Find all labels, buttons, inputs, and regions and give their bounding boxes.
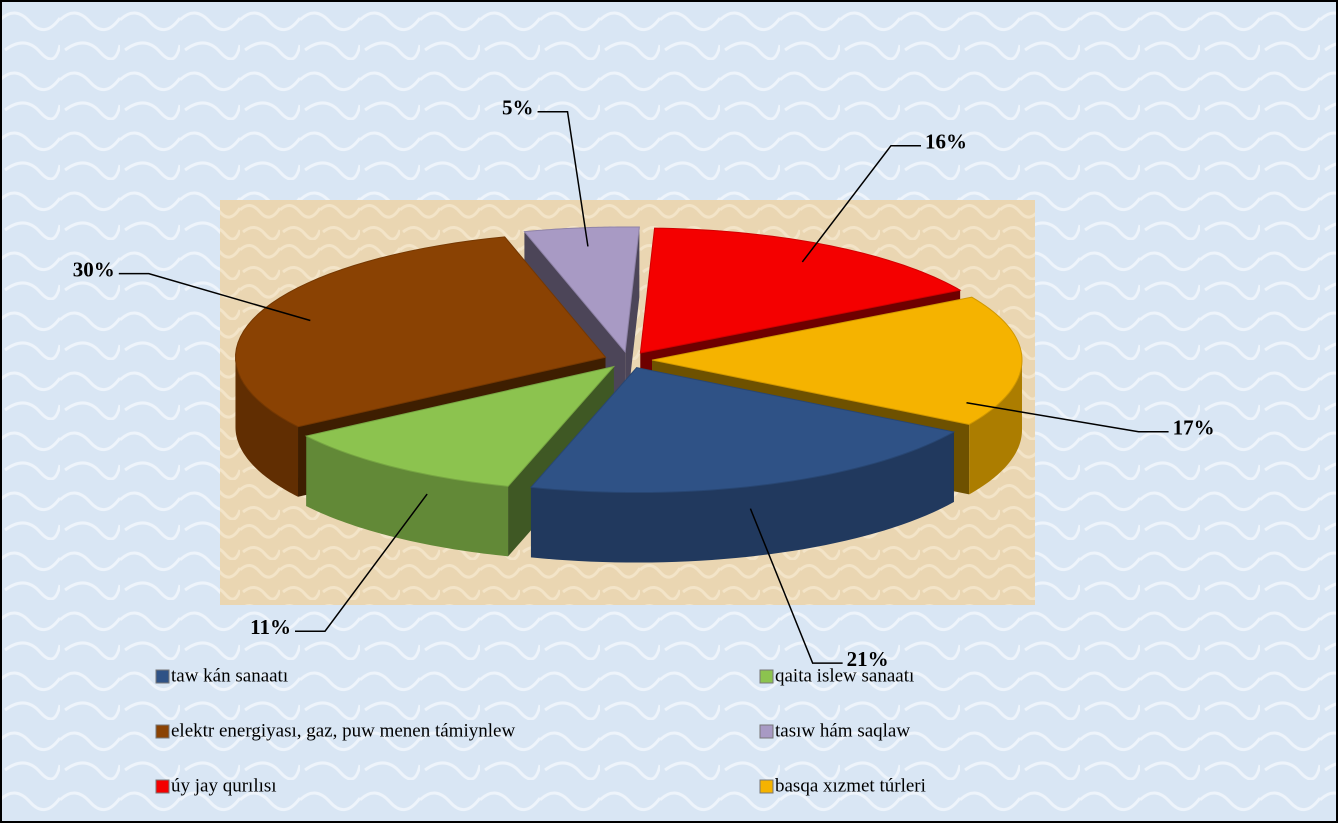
legend: taw kán sanaatı qaita islew sanaatı elektr… — [155, 665, 926, 796]
legend-marker — [759, 724, 774, 739]
slice-wall — [306, 436, 509, 557]
data-label: 30% — [73, 257, 115, 281]
leader-line — [801, 144, 921, 263]
legend-label: elektr energiyası, gaz, puw menen támiyn… — [171, 720, 515, 741]
legend-marker — [759, 779, 774, 794]
data-label: 17% — [1173, 416, 1215, 440]
labels: 21% 11% 30% 5% 16% 17% — [73, 96, 1215, 671]
legend-marker — [759, 669, 774, 684]
leader-line — [966, 402, 1169, 433]
data-label: 16% — [925, 130, 967, 154]
slice-wall — [235, 357, 299, 497]
slice — [639, 227, 962, 354]
leader-line — [295, 493, 428, 632]
legend-label: úy jay qurılısı — [171, 775, 277, 796]
slice — [529, 367, 956, 494]
leader-line — [118, 272, 311, 322]
legend-marker — [155, 779, 170, 794]
data-label: 11% — [250, 615, 291, 639]
legend-marker — [155, 724, 170, 739]
legend-label: basqa xızmet túrleri — [775, 775, 926, 796]
slice-side — [625, 227, 640, 422]
legend-label: tasıw hám saqlaw — [775, 720, 910, 741]
slice — [651, 296, 1023, 425]
slice — [235, 236, 607, 428]
slice — [523, 226, 640, 354]
legend-label: qaita islew sanaatı — [775, 665, 914, 686]
legend-marker — [155, 669, 170, 684]
data-label: 5% — [502, 96, 534, 120]
legend-label: taw kán sanaatı — [171, 665, 288, 686]
pie — [235, 226, 1023, 563]
data-label: 21% — [847, 647, 889, 671]
leader-line — [749, 508, 843, 664]
leader-line — [537, 111, 589, 247]
slice-wall — [530, 431, 954, 563]
slice — [304, 365, 616, 487]
